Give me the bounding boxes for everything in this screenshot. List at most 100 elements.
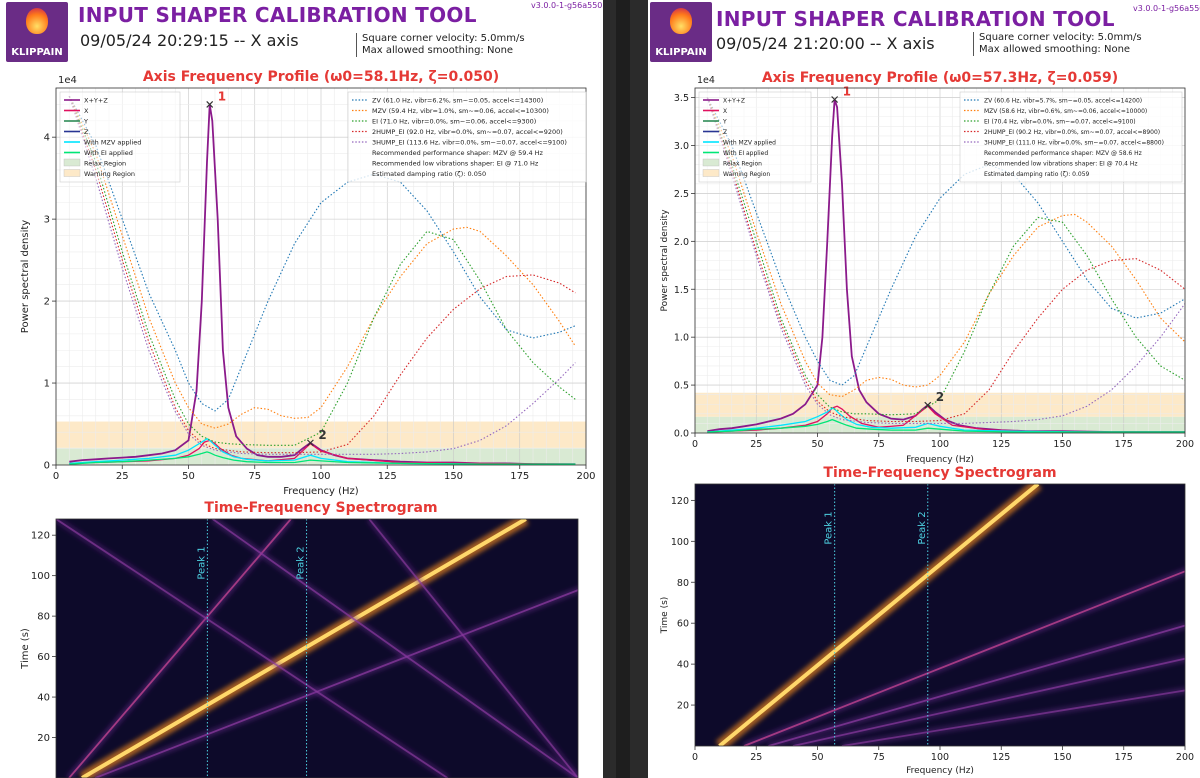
y-tick-label: 2	[44, 297, 50, 308]
peak-label: 2	[936, 390, 944, 404]
flame-icon	[670, 8, 692, 34]
x-tick-label: 150	[1053, 439, 1071, 450]
x-tick-label: 150	[1053, 752, 1071, 763]
series-hump2	[706, 97, 1185, 423]
peak-label: 1	[843, 85, 851, 99]
version-label: v3.0.0-1-g56a5502	[1133, 4, 1200, 13]
legend-patch	[63, 158, 81, 167]
spectrogram-title: Time-Frequency Spectrogram	[823, 465, 1057, 481]
date-axis-label: 09/05/24 20:29:15 -- X axis	[80, 31, 299, 50]
legend-entry: Warning Region	[84, 170, 135, 178]
x-tick-label: 200	[576, 471, 595, 482]
peak-marker-label: Peak 1	[196, 546, 207, 579]
y-tick-label: 2.0	[674, 237, 689, 248]
y-multiplier: 1e4	[58, 75, 77, 86]
page-title: INPUT SHAPER CALIBRATION TOOL	[716, 7, 1115, 31]
x-tick-label: 175	[1115, 439, 1133, 450]
legend-entry: Recommended low vibrations shaper: EI @ …	[984, 161, 1138, 168]
legend-entry: X+Y+Z	[723, 98, 745, 105]
x-tick-label: 0	[692, 439, 698, 450]
window-gap	[603, 0, 616, 778]
sweep-line	[768, 624, 1185, 746]
y-tick-label: 0.0	[674, 429, 689, 440]
peak-marker	[924, 401, 932, 409]
y-tick-label: 4	[44, 133, 50, 144]
series-hump3	[68, 96, 576, 455]
klippain-logo: KLIPPAIN	[6, 2, 68, 62]
info-box: Square corner velocity: 5.0mm/s Max allo…	[356, 33, 525, 57]
legend-entry: With MZV applied	[84, 139, 141, 147]
sweep-line	[743, 570, 1185, 746]
peak-marker	[831, 96, 839, 103]
spectrogram-background	[56, 519, 578, 778]
x-tick-label: 200	[1176, 752, 1194, 763]
legend-left-box	[59, 91, 181, 183]
series-hump3	[706, 97, 1185, 424]
y-axis-label: Time (s)	[660, 597, 670, 635]
legend-entry: Y	[83, 118, 88, 126]
max-smoothing: Max allowed smoothing: None	[362, 45, 514, 56]
y-tick-label: 40	[677, 660, 689, 671]
legend-entry: Z	[723, 129, 727, 136]
series-with_ei	[69, 451, 576, 465]
legend-entry: With EI applied	[723, 150, 768, 157]
legend-patch	[63, 169, 81, 177]
y-tick-label: 120	[671, 496, 689, 507]
y-tick-label: 100	[31, 571, 50, 582]
series-zv	[706, 97, 1185, 386]
sweep-line	[56, 519, 448, 778]
x-tick-label: 100	[931, 752, 949, 763]
sweep-line	[718, 484, 1040, 746]
x-tick-label: 175	[1115, 752, 1133, 763]
peak-marker-label: Peak 2	[296, 546, 307, 579]
x-axis-label: Frequency (Hz)	[283, 486, 359, 497]
date-axis-label: 09/05/24 21:20:00 -- X axis	[716, 34, 935, 53]
x-tick-label: 75	[248, 471, 261, 482]
spectrogram-title: Time-Frequency Spectrogram	[204, 500, 438, 516]
legend-entry: MZV (59.4 Hz, vibr=1.0%, sm~=0.06, accel…	[372, 107, 549, 115]
flame-icon	[26, 8, 48, 34]
legend-right-box	[959, 91, 1183, 183]
logo-text: KLIPPAIN	[11, 47, 63, 58]
legend-entry: 3HUMP_EI (113.6 Hz, vibr=0.0%, sm~=0.07,…	[372, 139, 567, 147]
x-tick-label: 200	[1176, 439, 1194, 450]
peak-marker	[206, 100, 214, 108]
x-tick-label: 50	[182, 471, 195, 482]
sweep-line	[68, 519, 292, 778]
peak-marker-label: Peak 2	[917, 511, 928, 544]
square-corner-velocity: Square corner velocity: 5.0mm/s	[979, 32, 1142, 43]
y-tick-label: 3	[44, 215, 50, 226]
x-tick-label: 150	[444, 471, 463, 482]
series-ei	[706, 97, 1185, 416]
legend-entry: Relax Region	[84, 160, 126, 168]
x-tick-label: 100	[311, 471, 330, 482]
y-tick-label: 1.0	[674, 333, 689, 344]
legend-entry: Z	[84, 128, 89, 136]
sweep-line	[212, 519, 578, 778]
y-tick-label: 20	[37, 733, 50, 744]
legend-entry: MZV (58.6 Hz, vibr=0.6%, sm~=0.06, accel…	[984, 108, 1147, 115]
x-tick-label: 50	[811, 752, 823, 763]
page-title: INPUT SHAPER CALIBRATION TOOL	[78, 3, 477, 27]
legend-entry: Recommended performance shaper: MZV @ 59…	[372, 149, 544, 157]
x-tick-label: 0	[53, 471, 59, 482]
y-tick-label: 100	[671, 537, 689, 548]
y-tick-label: 3.5	[674, 93, 689, 104]
sweep-line	[81, 519, 527, 778]
y-tick-label: 0	[44, 461, 50, 472]
info-box: Square corner velocity: 5.0mm/s Max allo…	[973, 32, 1142, 56]
series-with_mzv	[707, 407, 1185, 433]
legend-entry: With EI applied	[84, 149, 133, 157]
x-tick-label: 125	[992, 752, 1010, 763]
series-with_ei	[707, 418, 1185, 433]
y-axis-label: Power spectral density	[20, 220, 31, 333]
right-charts-svg: 120 25 50 75 100 125 150 175 2000.00.51.01.52.02…	[660, 75, 1194, 776]
x-tick-label: 0	[692, 752, 698, 763]
y-tick-label: 0.5	[674, 381, 689, 392]
plot-frame	[55, 518, 579, 778]
y-tick-label: 20	[677, 701, 689, 712]
y-axis-label: Time (s)	[20, 628, 31, 670]
legend-entry: Estimated damping ratio (ζ): 0.050	[372, 170, 486, 178]
y-tick-label: 1.5	[674, 285, 689, 296]
y-tick-label: 40	[37, 693, 50, 704]
